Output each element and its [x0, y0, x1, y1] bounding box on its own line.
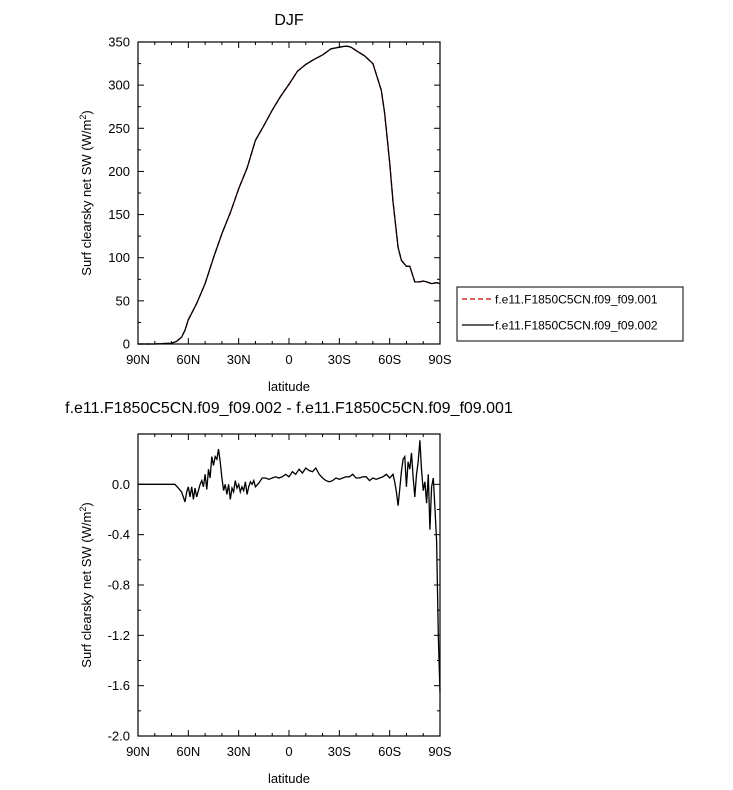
- top-panel: DJF 90N 60N 30N 0 30S 60S 90S 0 50 100 150 200 250 3…: [78, 12, 684, 394]
- bottom-panel-y-axis-label-main: Surf clearsky net SW (W/m: [79, 512, 94, 668]
- bottom-panel-y-tick-label: -1.2: [108, 628, 130, 643]
- bottom-panel-x-tick-label: 30N: [227, 744, 251, 759]
- legend-frame: [456, 286, 684, 342]
- legend-label-series-001: f.e11.F1850C5CN.f09_f09.001: [495, 293, 658, 307]
- top-panel-series-line-2: [138, 45, 441, 345]
- top-panel-x-tick-label: 0: [285, 352, 292, 367]
- bottom-panel-x-ticks: 90N 60N 30N 0 30S 60S 90S: [126, 434, 452, 759]
- top-panel-y-tick-label: 250: [108, 121, 130, 136]
- top-panel-y-tick-label: 150: [108, 207, 130, 222]
- bottom-panel-x-axis-label: latitude: [268, 771, 310, 786]
- bottom-panel-series-group: [138, 440, 441, 693]
- bottom-panel-y-tick-label: -2.0: [108, 729, 130, 744]
- top-panel-y-tick-label: 200: [108, 164, 130, 179]
- top-panel-y-axis-label-main: Surf clearsky net SW (W/m: [79, 120, 94, 276]
- top-panel-y-tick-label: 100: [108, 250, 130, 265]
- top-panel-x-tick-label: 30S: [328, 352, 351, 367]
- top-panel-y-axis-label-end: ): [79, 110, 94, 114]
- legend: f.e11.F1850C5CN.f09_f09.001 f.e11.F1850C…: [456, 286, 684, 342]
- top-panel-y-axis-label: Surf clearsky net SW (W/m2): [78, 110, 94, 275]
- bottom-panel-y-ticks: 0.0 -0.4 -0.8 -1.2 -1.6 -2.0: [108, 477, 440, 744]
- top-panel-series-line-1: [138, 45, 441, 345]
- top-panel-x-ticks: 90N 60N 30N 0 30S 60S 90S: [126, 42, 452, 367]
- top-panel-y-tick-label: 350: [108, 35, 130, 50]
- bottom-panel-x-tick-label: 90S: [428, 744, 451, 759]
- top-panel-x-tick-label: 60N: [176, 352, 200, 367]
- legend-label-series-002: f.e11.F1850C5CN.f09_f09.002: [495, 319, 658, 333]
- top-panel-title: DJF: [274, 12, 304, 29]
- bottom-panel-y-tick-label: -0.8: [108, 578, 130, 593]
- bottom-panel-y-tick-label: 0.0: [112, 477, 130, 492]
- bottom-panel: f.e11.F1850C5CN.f09_f09.002 - f.e11.F185…: [65, 400, 513, 786]
- top-panel-series-group: [138, 45, 441, 345]
- bottom-panel-x-tick-label: 0: [285, 744, 292, 759]
- bottom-panel-title: f.e11.F1850C5CN.f09_f09.002 - f.e11.F185…: [65, 400, 513, 417]
- bottom-panel-x-tick-label: 60S: [378, 744, 401, 759]
- bottom-panel-y-tick-label: -0.4: [108, 527, 130, 542]
- top-panel-y-tick-label: 50: [116, 293, 130, 308]
- bottom-panel-x-tick-label: 30S: [328, 744, 351, 759]
- bottom-panel-y-axis-label-sup: 2: [78, 507, 88, 512]
- top-panel-y-axis-label-sup: 2: [78, 115, 88, 120]
- top-panel-y-ticks: 0 50 100 150 200 250 300 350: [108, 35, 440, 352]
- top-panel-x-axis-label: latitude: [268, 379, 310, 394]
- bottom-panel-series-line-1: [138, 440, 441, 693]
- bottom-panel-y-axis-label-end: ): [79, 502, 94, 506]
- top-panel-y-tick-label: 0: [123, 337, 130, 352]
- top-panel-x-tick-label: 30N: [227, 352, 251, 367]
- top-panel-y-tick-label: 300: [108, 78, 130, 93]
- bottom-panel-y-axis-label: Surf clearsky net SW (W/m2): [78, 502, 94, 667]
- top-panel-x-tick-label: 90N: [126, 352, 150, 367]
- bottom-panel-x-tick-label: 90N: [126, 744, 150, 759]
- top-panel-x-tick-label: 90S: [428, 352, 451, 367]
- bottom-panel-x-tick-label: 60N: [176, 744, 200, 759]
- top-panel-x-tick-label: 60S: [378, 352, 401, 367]
- top-panel-frame: [137, 41, 441, 345]
- bottom-panel-y-tick-label: -1.6: [108, 678, 130, 693]
